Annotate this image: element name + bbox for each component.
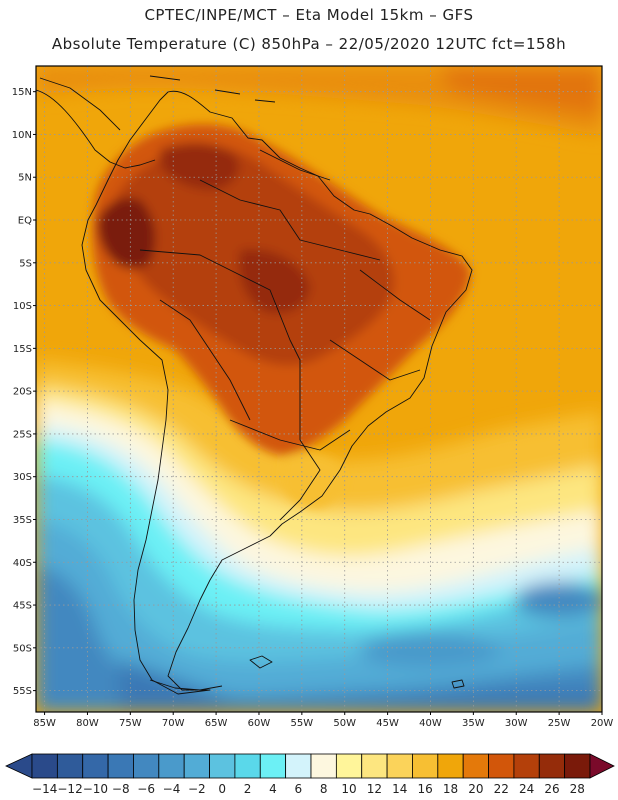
colorbar-swatch xyxy=(31,753,58,779)
colorbar-swatch xyxy=(488,753,515,779)
lon-tick-label: 75W xyxy=(119,718,142,729)
chart-title-line-1: CPTEC/INPE/MCT – Eta Model 15km – GFS xyxy=(144,6,474,24)
lat-tick-label: 5N xyxy=(18,173,32,184)
lat-tick-label: EQ xyxy=(18,216,32,227)
colorbar-swatch xyxy=(513,753,540,779)
colorbar-swatch xyxy=(412,753,439,779)
lon-tick-label: 85W xyxy=(33,718,56,729)
temperature-field xyxy=(36,66,602,712)
lat-tick-label: 30S xyxy=(13,472,32,483)
colorbar-swatch xyxy=(285,753,312,779)
lat-tick-label: 20S xyxy=(13,387,32,398)
colorbar-swatch xyxy=(538,753,566,779)
lon-tick-label: 50W xyxy=(333,718,356,729)
colorbar-max-arrow xyxy=(589,753,615,779)
lat-tick-label: 40S xyxy=(13,558,32,569)
colorbar-label: 20 xyxy=(468,782,483,796)
lon-tick-label: 20W xyxy=(591,718,614,729)
colorbar-label: 28 xyxy=(570,782,585,796)
colorbar: −14 −12 −10 −8 −6 −4 −2 0 2 4 6 8 10 12 14 16 18 20 22 24 26… xyxy=(5,753,615,796)
colorbar-swatch xyxy=(56,753,84,779)
colorbar-swatch xyxy=(107,753,134,779)
coastline-outline xyxy=(36,75,473,695)
colorbar-label: 24 xyxy=(519,782,534,796)
colorbar-label: −14 xyxy=(32,782,57,796)
colorbar-swatch xyxy=(209,753,236,779)
lon-tick-label: 65W xyxy=(205,718,228,729)
colorbar-label: −4 xyxy=(163,782,181,796)
longitude-axis: 85W 80W 75W 70W 65W 60W 55W 50W 45W 40W 35W 30W 25W 2… xyxy=(33,712,613,729)
lat-tick-label: 10S xyxy=(13,301,32,312)
colorbar-label: −6 xyxy=(137,782,155,796)
colorbar-swatch xyxy=(183,753,210,779)
colorbar-swatch xyxy=(462,753,489,779)
lon-tick-label: 60W xyxy=(248,718,271,729)
lon-tick-label: 55W xyxy=(291,718,314,729)
lon-tick-label: 40W xyxy=(419,718,442,729)
colorbar-swatch xyxy=(361,753,388,779)
lon-tick-label: 30W xyxy=(505,718,528,729)
colorbar-label: 8 xyxy=(320,782,328,796)
colorbar-label: 26 xyxy=(544,782,559,796)
lat-tick-label: 35S xyxy=(13,515,32,526)
colorbar-swatch xyxy=(133,753,160,779)
lat-tick-label: 15S xyxy=(13,344,32,355)
lon-tick-label: 80W xyxy=(76,718,99,729)
colorbar-label: 22 xyxy=(494,782,509,796)
colorbar-label: −12 xyxy=(57,782,82,796)
lat-tick-label: 15N xyxy=(12,87,32,98)
colorbar-swatch xyxy=(386,753,413,779)
colorbar-swatch xyxy=(310,753,337,779)
colorbar-label: 16 xyxy=(417,782,432,796)
colorbar-label: 14 xyxy=(392,782,407,796)
colorbar-label: 10 xyxy=(341,782,356,796)
colorbar-label: −2 xyxy=(188,782,206,796)
lon-tick-label: 35W xyxy=(462,718,485,729)
lat-tick-label: 55S xyxy=(13,686,32,697)
colorbar-label: 18 xyxy=(443,782,458,796)
latitude-axis: 15N 10N 5N EQ 5S 10S 15S 20S 25S 30S 35S 40S 45S 50S 5… xyxy=(12,87,36,697)
colorbar-label: 0 xyxy=(218,782,226,796)
colorbar-swatch xyxy=(335,753,363,779)
colorbar-min-arrow xyxy=(5,753,33,779)
colorbar-label: 4 xyxy=(269,782,277,796)
colorbar-label: −10 xyxy=(83,782,108,796)
colorbar-swatch xyxy=(259,753,287,779)
chart-title-line-2: Absolute Temperature (C) 850hPa – 22/05/… xyxy=(51,35,567,53)
map-frame xyxy=(35,65,603,713)
lon-tick-label: 70W xyxy=(162,718,185,729)
lon-tick-label: 45W xyxy=(376,718,399,729)
colorbar-swatch xyxy=(564,753,591,779)
lat-tick-label: 5S xyxy=(19,258,32,269)
lat-tick-label: 10N xyxy=(12,130,32,141)
colorbar-swatch xyxy=(234,753,261,779)
colorbar-swatch xyxy=(82,753,109,779)
lon-tick-label: 25W xyxy=(548,718,571,729)
lat-tick-label: 50S xyxy=(13,643,32,654)
colorbar-swatch xyxy=(437,753,464,779)
colorbar-label: 12 xyxy=(367,782,382,796)
colorbar-swatch xyxy=(158,753,185,779)
colorbar-label: −8 xyxy=(112,782,130,796)
colorbar-label: 2 xyxy=(244,782,252,796)
colorbar-label: 6 xyxy=(294,782,302,796)
lat-tick-label: 45S xyxy=(13,601,32,612)
lat-tick-label: 25S xyxy=(13,429,32,440)
